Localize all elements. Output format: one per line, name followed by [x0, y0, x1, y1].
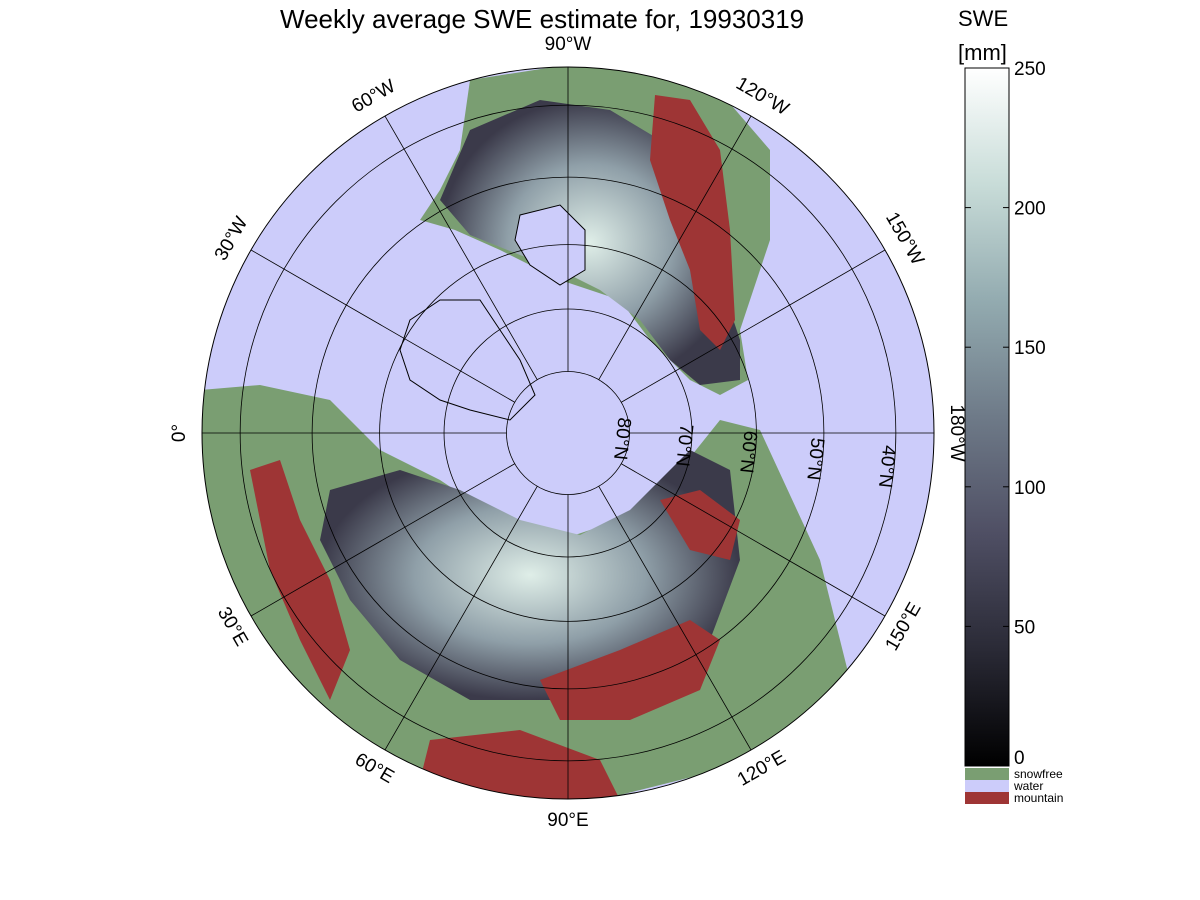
colorbar-gradient [964, 67, 1010, 767]
map-title: Weekly average SWE estimate for, 1993031… [280, 4, 805, 34]
meridian [621, 249, 886, 403]
longitude-label: 90°W [545, 34, 592, 55]
longitude-label: 0° [169, 424, 190, 442]
latitude-label: 40°N [874, 444, 899, 488]
meridian [384, 486, 538, 751]
longitude-label: 60°E [351, 749, 397, 788]
meridian [250, 463, 515, 617]
graticule [202, 67, 934, 799]
hudson-bay [514, 204, 586, 286]
colorbar-title: SWE [958, 6, 1009, 31]
longitude-label: 90°E [547, 810, 588, 831]
eurasia-mountain-south [540, 620, 720, 720]
longitude-label: 60°W [348, 76, 399, 118]
scandinavia-mountain [250, 460, 350, 700]
colorbar-tick-label: 250 [1014, 59, 1046, 80]
category-label: mountain [1014, 791, 1063, 805]
category-label: snowfree [1014, 767, 1063, 781]
longitude-label: 30°W [211, 213, 253, 264]
longitude-label: 180°W [946, 404, 967, 461]
latitude-label: 60°N [735, 430, 760, 474]
category-swatch-mountain [965, 792, 1009, 804]
map-border [201, 66, 935, 800]
category-swatch-snowfree [965, 768, 1009, 780]
colorbar-tick-label: 0 [1014, 748, 1025, 769]
latitude-label: 80°N [609, 416, 634, 460]
category-label: water [1013, 779, 1043, 793]
colorbar-ticks: 0 50 100 150 200 250 [965, 59, 1046, 769]
category-swatch-water [965, 780, 1009, 792]
meridian [621, 463, 886, 617]
east-siberia-mountain [660, 490, 740, 560]
colorbar-tick-label: 200 [1014, 199, 1046, 220]
latitude-labels: 80°N 70°N 60°N 50°N 40°N [609, 416, 899, 488]
meridian [250, 249, 515, 403]
colorbar-unit: [mm] [958, 40, 1007, 65]
colorbar-tick-label: 50 [1014, 617, 1035, 638]
meridian [598, 486, 752, 751]
colorbar-tick-label: 150 [1014, 338, 1046, 359]
meridian [598, 115, 752, 380]
latitude-label: 70°N [671, 423, 696, 467]
colorbar-tick-label: 100 [1014, 478, 1046, 499]
land-layer [202, 67, 850, 799]
eurasia-snowpack [320, 450, 740, 700]
latitude-label: 50°N [802, 437, 827, 481]
rockies-mountain [650, 95, 735, 350]
meridian [384, 115, 538, 380]
tibet-mountain [420, 730, 620, 799]
longitude-label: 30°E [213, 604, 252, 650]
